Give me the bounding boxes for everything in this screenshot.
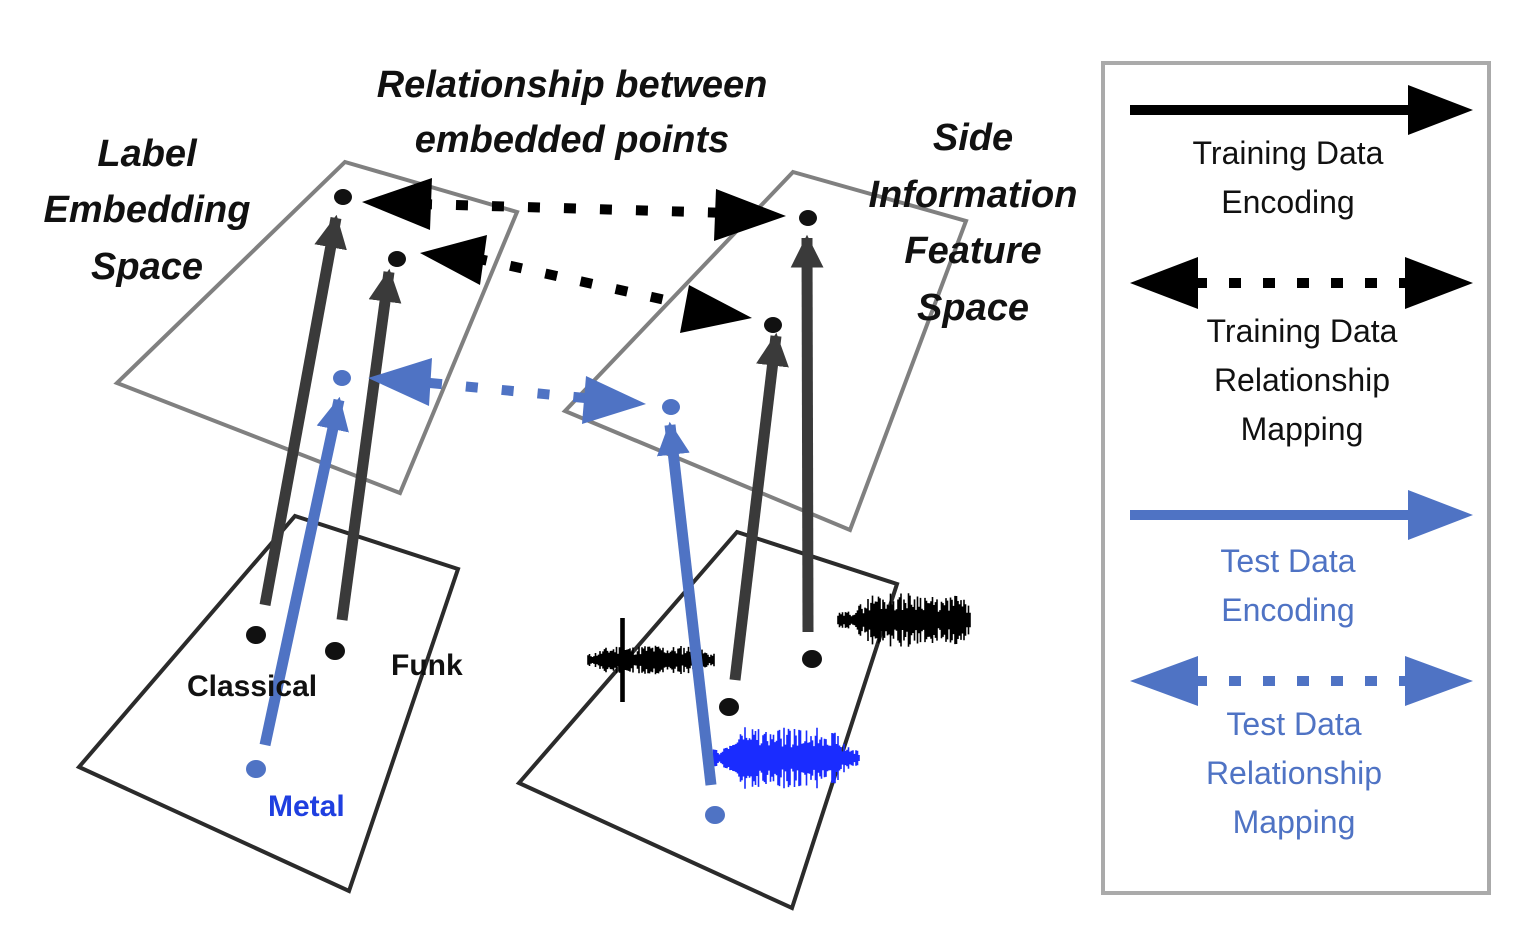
- audio-point: [802, 650, 822, 668]
- legend-training-relationship-arrow: [1130, 257, 1473, 309]
- relationship-title: Relationship between embedded points: [377, 64, 768, 161]
- svg-text:Feature: Feature: [904, 230, 1041, 272]
- legend: Training Data Encoding Training Data Rel…: [1101, 61, 1491, 895]
- audio-input-plane: [515, 529, 900, 911]
- svg-text:Encoding: Encoding: [1221, 592, 1354, 628]
- svg-text:Mapping: Mapping: [1233, 804, 1356, 840]
- legend-training-encoding-label: Training Data Encoding: [1193, 135, 1384, 220]
- svg-text:Test Data: Test Data: [1226, 706, 1361, 742]
- training-encoding-arrow: [336, 268, 402, 621]
- genre-point-classical: [246, 626, 266, 644]
- svg-text:Test Data: Test Data: [1220, 543, 1355, 579]
- test-relationship-arrow: [368, 358, 646, 424]
- genre-label-plane: [75, 513, 461, 894]
- legend-training-encoding-arrow: [1130, 85, 1473, 135]
- svg-text:Relationship: Relationship: [1214, 362, 1390, 398]
- test-encoding-arrow: [656, 421, 717, 786]
- audio-test-point: [705, 806, 725, 824]
- embedded-point: [388, 251, 406, 267]
- genre-point-funk: [325, 642, 345, 660]
- feature-point: [799, 210, 817, 226]
- svg-text:Space: Space: [91, 246, 203, 288]
- genre-label-metal: Metal: [268, 790, 345, 823]
- svg-text:Information: Information: [869, 174, 1078, 216]
- svg-text:Side: Side: [933, 117, 1013, 159]
- training-encoding-arrow: [790, 234, 824, 633]
- svg-text:Relationship: Relationship: [1206, 755, 1382, 791]
- legend-test-encoding-arrow: [1130, 490, 1473, 540]
- svg-text:Encoding: Encoding: [1221, 184, 1354, 220]
- audio-point: [719, 698, 739, 716]
- side-info-space-title: Side Information Feature Space: [869, 117, 1078, 329]
- svg-text:Mapping: Mapping: [1241, 411, 1364, 447]
- legend-test-encoding-label: Test Data Encoding: [1220, 543, 1355, 628]
- embedded-test-point: [333, 370, 351, 386]
- feature-point: [764, 317, 782, 333]
- embedded-point: [334, 189, 352, 205]
- waveform-icon: [837, 593, 971, 647]
- svg-text:Embedding: Embedding: [44, 189, 251, 231]
- genre-label-funk: Funk: [391, 649, 463, 682]
- svg-text:Space: Space: [917, 287, 1029, 329]
- legend-test-relationship-label: Test Data Relationship Mapping: [1206, 706, 1382, 840]
- label-embedding-space-title: Label Embedding Space: [44, 133, 251, 288]
- svg-text:Training Data: Training Data: [1207, 313, 1398, 349]
- label-embedding-plane: [113, 159, 520, 496]
- svg-text:Label: Label: [97, 133, 198, 175]
- feature-test-point: [662, 399, 680, 415]
- genre-label-classical: Classical: [187, 670, 317, 703]
- training-relationship-arrow: [420, 235, 752, 333]
- test-encoding-arrow: [259, 396, 349, 747]
- training-encoding-arrow: [259, 214, 347, 606]
- legend-test-relationship-arrow: [1130, 656, 1473, 706]
- side-info-feature-plane: [561, 169, 969, 533]
- svg-text:embedded points: embedded points: [415, 119, 730, 161]
- waveform-icon: [711, 727, 860, 789]
- genre-point-metal: [246, 760, 266, 778]
- legend-box: [1101, 61, 1491, 895]
- legend-training-relationship-label: Training Data Relationship Mapping: [1207, 313, 1398, 447]
- svg-text:Training Data: Training Data: [1193, 135, 1384, 171]
- training-relationship-arrow: [362, 178, 786, 241]
- training-encoding-arrow: [729, 332, 789, 681]
- svg-text:Relationship between: Relationship between: [377, 64, 768, 106]
